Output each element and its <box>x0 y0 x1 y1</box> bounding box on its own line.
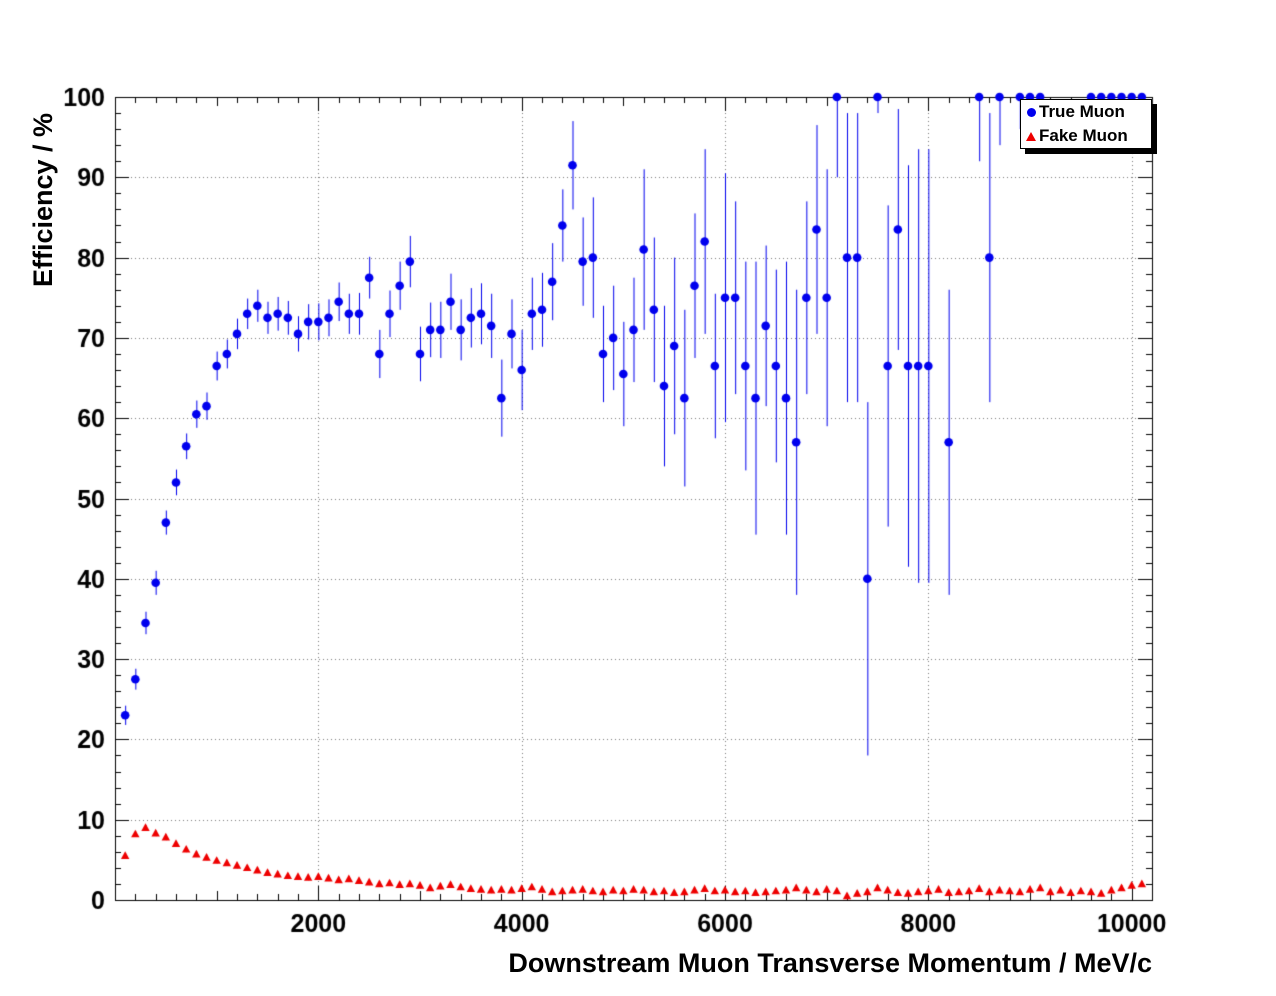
legend-label-true-muon: True Muon <box>1039 102 1125 121</box>
legend: True Muon Fake Muon <box>1020 99 1152 149</box>
legend-entry-fake-muon: Fake Muon <box>1021 124 1151 148</box>
legend-entry-true-muon: True Muon <box>1021 100 1151 124</box>
x-axis-title: Downstream Muon Transverse Momentum / Me… <box>508 948 1152 978</box>
true-muon-marker-icon <box>1023 107 1039 117</box>
y-axis-title: Efficiency / % <box>28 112 58 287</box>
fake-muon-marker-icon <box>1023 131 1039 141</box>
legend-label-fake-muon: Fake Muon <box>1039 126 1128 145</box>
